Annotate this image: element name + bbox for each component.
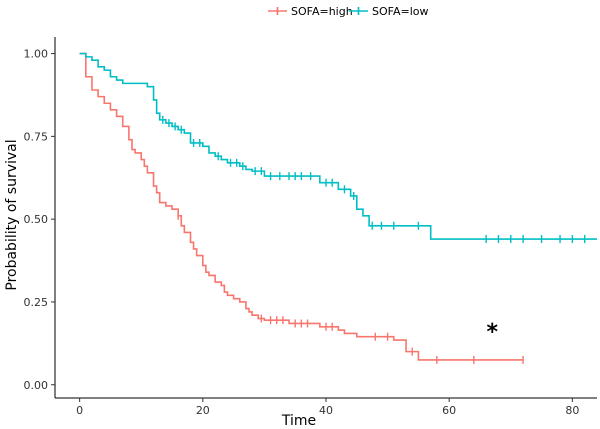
x-tick-label: 80 <box>565 404 579 417</box>
legend-label-high: SOFA=high <box>291 5 353 18</box>
x-axis-ticks: 0 20 40 60 80 <box>76 398 579 417</box>
series-sofa-high <box>79 52 524 364</box>
survival-line <box>79 52 597 240</box>
x-tick-label: 60 <box>442 404 456 417</box>
y-tick-label: 0.75 <box>24 130 49 143</box>
y-tick-label: 0.50 <box>24 213 49 226</box>
series-sofa-low <box>79 52 597 244</box>
y-tick-label: 1.00 <box>24 48 49 61</box>
survival-line <box>79 52 524 361</box>
legend: SOFA=high SOFA=low <box>268 5 428 18</box>
y-axis-title: Probability of survival <box>4 139 20 290</box>
x-tick-label: 20 <box>196 404 210 417</box>
x-tick-label: 0 <box>76 404 83 417</box>
y-axis-ticks: 0.00 0.25 0.50 0.75 1.00 <box>24 48 55 392</box>
x-tick-label: 40 <box>319 404 333 417</box>
y-tick-label: 0.25 <box>24 296 49 309</box>
significance-asterisk: * <box>487 320 499 345</box>
y-tick-label: 0.00 <box>24 379 49 392</box>
survival-curves <box>79 52 597 364</box>
x-axis-title: Time <box>281 413 316 429</box>
legend-label-low: SOFA=low <box>372 5 428 18</box>
